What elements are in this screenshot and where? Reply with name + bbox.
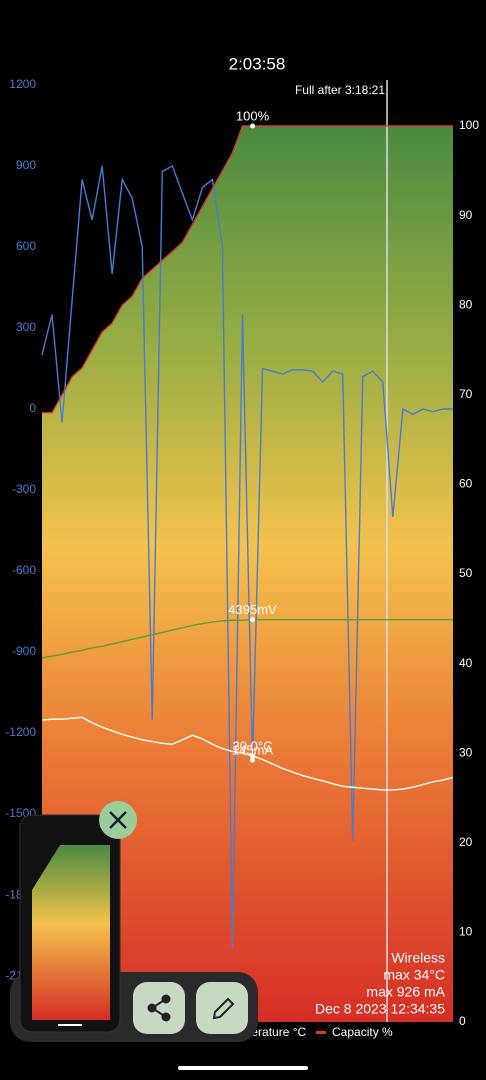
info-line: max 34°C (383, 967, 445, 983)
y-tick-label: 300 (16, 320, 36, 334)
y2-tick-label: 0 (459, 1014, 466, 1028)
series-line (42, 125, 453, 414)
y2-tick-label: 40 (459, 656, 473, 670)
share-icon (147, 994, 171, 1022)
y-tick-label: -900 (12, 644, 36, 658)
full-after: Full after 3:18:21 (295, 83, 385, 97)
y2-tick-label: 10 (459, 925, 473, 939)
legend-label: Capacity % (332, 1025, 393, 1039)
y-tick-label: -600 (12, 563, 36, 577)
y-tick-label: 1200 (9, 77, 36, 91)
edit-button[interactable] (196, 982, 248, 1034)
y-tick-label: 0 (29, 401, 36, 415)
y2-tick-label: 30 (459, 745, 473, 759)
thumbnail-bar (58, 1024, 82, 1026)
y2-tick-label: 80 (459, 297, 473, 311)
clock: 2:03:58 (229, 54, 286, 73)
y2-tick-label: 70 (459, 387, 473, 401)
legend-swatch (316, 1031, 326, 1034)
annotation: 100% (236, 108, 270, 123)
series-line (41, 716, 454, 791)
y2-tick-label: 20 (459, 835, 473, 849)
annotation: 30.0°C (233, 738, 273, 753)
info-line: Dec 8 2023 12:34:35 (315, 1001, 445, 1017)
share-button[interactable] (133, 982, 185, 1034)
edit-icon (212, 997, 235, 1020)
series-line (41, 164, 453, 950)
annotation: 4395mV (228, 602, 277, 617)
series-line (41, 618, 453, 659)
y2-tick-label: 90 (459, 208, 473, 222)
home-bar[interactable] (178, 1066, 308, 1070)
annotation-dot (250, 757, 256, 763)
annotation-dot (250, 617, 256, 623)
close-icon (109, 811, 127, 829)
thumbnail-chart (32, 845, 110, 1020)
y2-tick-label: 60 (459, 477, 473, 491)
annotation: 145mA (232, 742, 274, 757)
y-tick-label: -1200 (5, 725, 36, 739)
y2-tick-label: 50 (459, 566, 473, 580)
annotation-dot (250, 123, 256, 129)
info-line: Wireless (391, 950, 445, 966)
annotation-dot (250, 753, 256, 759)
y-tick-label: 600 (16, 239, 36, 253)
y-tick-label: 900 (16, 158, 36, 172)
y-tick-label: -300 (12, 482, 36, 496)
info-line: max 926 mA (366, 984, 445, 1000)
y2-tick-label: 100 (459, 118, 479, 132)
